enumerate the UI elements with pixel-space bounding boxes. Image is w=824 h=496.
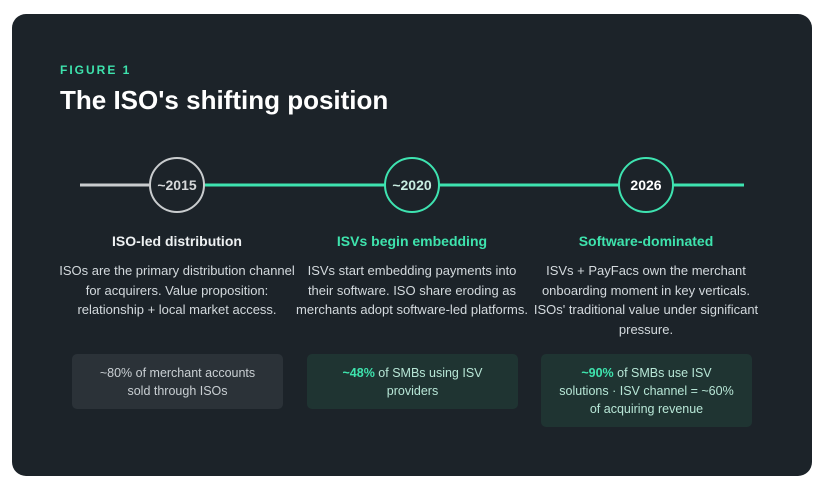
stat-text: ~80% of merchant accounts sold through I… [99, 365, 256, 398]
figure-title: The ISO's shifting position [60, 85, 389, 115]
stage-heading: ISVs begin embedding [336, 233, 488, 249]
stage-description: ISOs are the primary distribution channe… [59, 263, 295, 318]
stat-highlight: ~90% [581, 365, 614, 380]
stage-heading: ISO-led distribution [112, 233, 242, 249]
figure-label: FIGURE 1 [60, 63, 132, 77]
stat-box: ~48% of SMBs using ISV providers [307, 354, 518, 409]
stat-highlight: ~48% [342, 365, 375, 380]
stage: Software-dominated ISVs + PayFacs own th… [528, 232, 764, 340]
stat-box: ~80% of merchant accounts sold through I… [72, 354, 283, 409]
timeline-node [384, 157, 440, 213]
timeline-node [149, 157, 205, 213]
year-label: ~2020 [392, 177, 432, 193]
stage-heading: Software-dominated [578, 233, 714, 249]
year-label: 2026 [630, 177, 662, 193]
stage: ISVs begin embedding ISVs start embeddin… [294, 232, 530, 320]
stage: ISO-led distribution ISOs are the primar… [59, 232, 295, 320]
year-label: ~2015 [157, 177, 197, 193]
stat-box: ~90% of SMBs use ISV solutions · ISV cha… [541, 354, 752, 427]
stat-content: ~90% of SMBs use ISV solutions · ISV cha… [559, 364, 734, 418]
stat-text: of SMBs use ISV solutions · ISV channel … [559, 365, 734, 416]
stat-content: ~48% of SMBs using ISV providers [325, 364, 500, 400]
stat-text: of SMBs using ISV providers [378, 365, 483, 398]
stage-description: ISVs + PayFacs own the merchant onboardi… [533, 263, 759, 338]
timeline-node [618, 157, 674, 213]
stage-description: ISVs start embedding payments into their… [296, 263, 528, 318]
